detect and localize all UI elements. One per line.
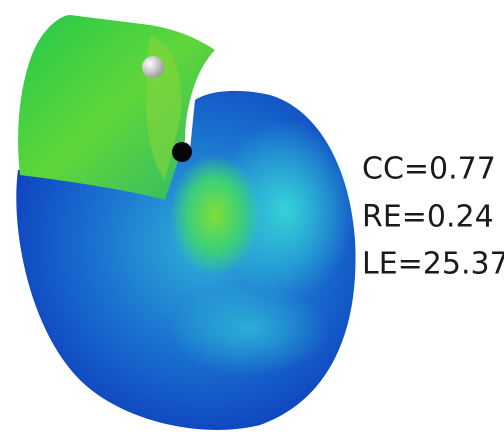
metric-label: CC=0.77 — [362, 152, 496, 187]
metric-label: RE=0.24 — [362, 200, 494, 235]
metric-label: LE=25.37 — [362, 247, 504, 282]
heart-render — [16, 15, 356, 430]
